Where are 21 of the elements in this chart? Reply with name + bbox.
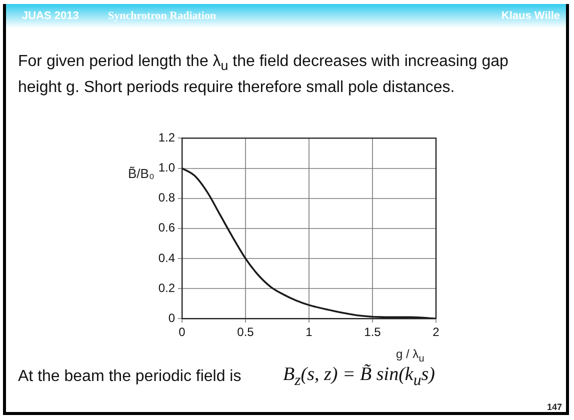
text: For given period length the λ$_{u}$ the field decreases with increasing gap height g. Short periods require therefore small pole distances. — [18, 52, 510, 98]
x-tick-label: 2 — [432, 325, 440, 340]
x-tick-label: 1.5 — [364, 325, 382, 340]
y-tick-label: 0.2 — [158, 280, 176, 295]
y-tick-label: 0.6 — [158, 220, 176, 235]
text: B$_{z}$(s, z) = B̃ sin(k$_{u}$s) — [283, 364, 435, 390]
y-tick-label: 0.8 — [158, 190, 176, 205]
text: JUAS 2013 — [22, 10, 79, 22]
y-axis-title: B̃/B₀ — [128, 166, 154, 181]
text: Klaus Wille — [501, 10, 560, 22]
y-tick-label: 1.2 — [158, 130, 176, 145]
text: 147 — [546, 402, 562, 412]
text: At the beam the periodic field is — [18, 368, 242, 386]
x-tick-label: 1 — [306, 325, 313, 340]
y-tick-label: 0.4 — [158, 250, 176, 265]
y-tick-label: 0 — [168, 310, 176, 325]
x-tick-label: 0.5 — [237, 325, 254, 340]
text: Synchrotron Radiation — [108, 10, 216, 22]
y-tick-label: 1.0 — [158, 160, 176, 175]
x-tick-label: 0 — [178, 325, 186, 340]
x-axis-title: g / λ$_{u}$ — [396, 347, 424, 364]
